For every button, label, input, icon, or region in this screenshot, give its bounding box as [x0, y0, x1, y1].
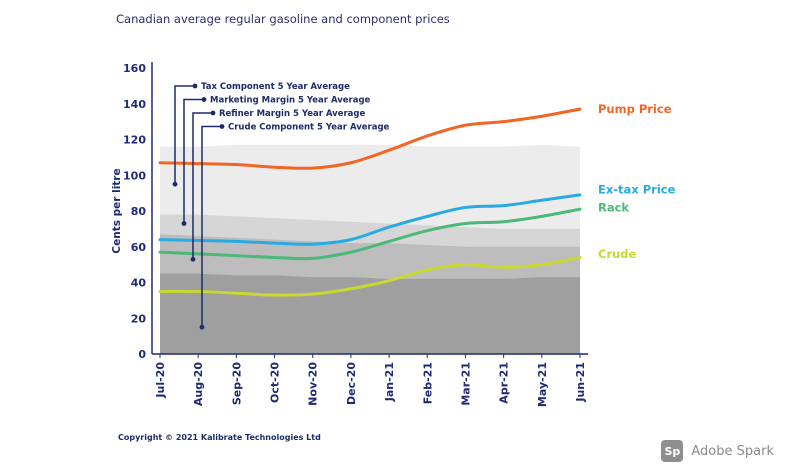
- series-label-0: Pump Price: [598, 102, 672, 116]
- series-label-2: Rack: [598, 200, 629, 214]
- series-labels: Pump Price Ex-tax Price Rack Crude: [598, 102, 676, 261]
- annotation-marker-3: [199, 324, 205, 330]
- annotation-leader-0: [174, 85, 195, 185]
- x-tick-label: Jan-21: [383, 362, 396, 402]
- y-tick-label: 20: [131, 312, 147, 325]
- y-tick-label: 40: [131, 277, 147, 290]
- y-tick-label: 140: [123, 98, 146, 111]
- annotation-marker-1: [181, 221, 187, 226]
- annotation-leader-2: [192, 112, 213, 260]
- y-tick-label: 80: [131, 205, 147, 218]
- copyright-text: Copyright © 2021 Kalibrate Technologies …: [118, 433, 321, 442]
- annotation-dot-1: [201, 97, 207, 102]
- annotations: Tax Component 5 Year Average Marketing Ma…: [172, 82, 390, 330]
- x-tick-label: Feb-21: [421, 362, 434, 404]
- series-label-3: Crude: [598, 247, 637, 261]
- x-tick-label: Dec-20: [345, 362, 358, 405]
- x-tick-label: Oct-20: [269, 362, 282, 403]
- y-tick-label: 160: [123, 62, 146, 75]
- x-tick-label: May-21: [536, 362, 549, 407]
- x-tick-label: Jul-20: [154, 362, 167, 399]
- y-tick-label: 100: [123, 169, 146, 182]
- adobe-spark-logo-icon: Sp: [661, 440, 684, 462]
- annotation-dot-0: [192, 83, 198, 89]
- chart-title: Canadian average regular gasoline and co…: [116, 12, 450, 26]
- x-tick-label: Aug-20: [192, 362, 205, 406]
- series-label-1: Ex-tax Price: [598, 183, 676, 197]
- series-line-2: [158, 207, 582, 261]
- annotation-leader-3: [201, 125, 222, 328]
- y-axis-label: Cents per litre: [111, 168, 123, 253]
- x-tick-label: Jun-21: [574, 362, 587, 403]
- series-line-3: [158, 255, 582, 297]
- watermark-text: Adobe Spark: [691, 443, 774, 459]
- y-tick-label: 0: [138, 348, 146, 361]
- annotation-label-0: Tax Component 5 Year Average: [201, 82, 350, 92]
- annotation-label-3: Crude Component 5 Year Average: [228, 123, 390, 133]
- annotation-label-2: Refiner Margin 5 Year Average: [219, 109, 365, 119]
- background-bands: [160, 144, 580, 354]
- axes: 0 20 40 60 80 100 120 140 160 Jul-20 Aug-20 Sep-20 O…: [111, 62, 588, 407]
- x-tick-label: Nov-20: [307, 362, 320, 406]
- series-line-1: [158, 193, 582, 246]
- annotation-dot-3: [219, 124, 225, 129]
- x-tick-label: Mar-21: [459, 362, 472, 406]
- series-line-0: [158, 107, 582, 170]
- annotation-label-1: Marketing Margin 5 Year Average: [210, 96, 371, 106]
- annotation-marker-2: [190, 256, 196, 262]
- y-tick-label: 120: [123, 134, 146, 147]
- x-tick-label: Sep-20: [230, 362, 243, 405]
- annotation-leader-1: [183, 98, 204, 224]
- annotation-marker-0: [172, 181, 178, 187]
- y-tick-label: 60: [131, 241, 147, 254]
- adobe-spark-watermark: Sp Adobe Spark: [661, 440, 774, 462]
- annotation-dot-2: [210, 110, 216, 116]
- x-tick-label: Apr-21: [498, 362, 511, 404]
- series-lines: [158, 107, 582, 297]
